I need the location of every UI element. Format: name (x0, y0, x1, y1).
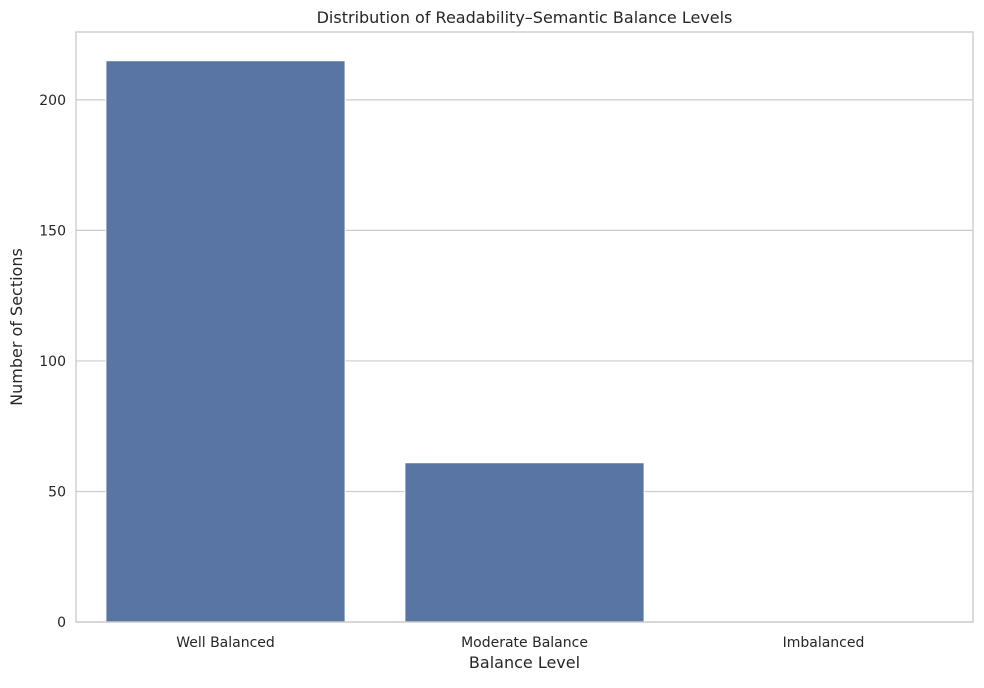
y-tick-label: 150 (39, 223, 66, 239)
y-tick-label: 100 (39, 354, 66, 370)
bar-moderate-balance (404, 462, 645, 623)
chart-title: Distribution of Readability–Semantic Bal… (317, 8, 733, 27)
x-tick-labels: Well Balanced Moderate Balance Imbalanced (176, 635, 864, 651)
plot-frame (75, 31, 974, 623)
x-tick-label: Imbalanced (783, 635, 865, 651)
bar-well-balanced (105, 60, 346, 623)
y-tick-label: 200 (39, 93, 66, 109)
x-axis-label: Balance Level (469, 653, 580, 672)
x-tick-label: Well Balanced (176, 635, 275, 651)
bars (105, 60, 645, 623)
y-tick-label: 0 (57, 615, 66, 631)
x-tick-label: Moderate Balance (461, 635, 588, 651)
y-tick-labels: 0 50 100 150 200 (39, 93, 66, 631)
y-tick-label: 50 (48, 484, 66, 500)
y-axis-label: Number of Sections (7, 248, 26, 406)
